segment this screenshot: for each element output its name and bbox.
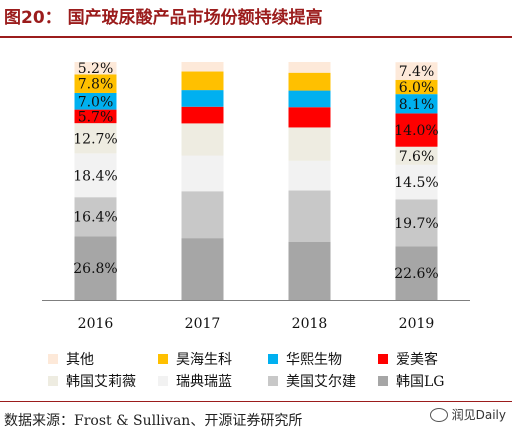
legend-swatch <box>378 376 388 386</box>
bar-segment <box>395 146 438 165</box>
legend-swatch <box>268 354 278 364</box>
bar-segment <box>395 199 438 247</box>
legend-label: 韩国艾莉薇 <box>66 374 136 390</box>
bar-segment <box>181 90 224 107</box>
bar-segment <box>181 155 224 192</box>
data-source-note: 数据来源：Frost & Sullivan、开源证券研究所 <box>4 413 303 429</box>
bar-segment <box>288 107 331 128</box>
legend-swatch <box>158 376 168 386</box>
bar-segment <box>181 71 224 91</box>
bar-segment <box>395 79 438 95</box>
legend-swatch <box>158 354 168 364</box>
data-label: 5.7% <box>78 109 114 125</box>
bar-segment <box>288 90 331 108</box>
bar-segment <box>74 153 117 198</box>
legend-label: 爱美客 <box>396 352 438 368</box>
data-label: 14.0% <box>394 123 438 139</box>
bar-segment <box>181 238 224 300</box>
data-label: 16.4% <box>73 210 117 226</box>
bar-segment <box>74 62 117 75</box>
title-divider <box>0 36 512 38</box>
legend-label: 昊海生科 <box>176 352 232 368</box>
bar-segment <box>74 123 117 154</box>
data-label: 6.0% <box>399 80 435 96</box>
data-label: 7.6% <box>399 149 435 165</box>
data-label: 12.7% <box>73 131 117 147</box>
data-label: 26.8% <box>73 261 117 277</box>
bar-segment <box>395 113 438 147</box>
stacked-bar-chart: 26.8% 16.4% 18.4% 12.7% 5.7%7.0%7.8%5.2% 2016… <box>42 61 470 332</box>
data-label: 19.7% <box>394 216 438 232</box>
data-label: 14.5% <box>394 175 438 191</box>
bar-segment <box>74 236 117 300</box>
bar-segment <box>181 106 224 124</box>
legend-item: 昊海生科 <box>158 349 232 369</box>
x-tick-label: 2019 <box>399 316 435 332</box>
legend-swatch <box>378 354 388 364</box>
x-tick-label: 2017 <box>185 316 221 332</box>
legend-item: 韩国艾莉薇 <box>48 371 136 391</box>
footer-divider <box>0 401 512 402</box>
bar-segment <box>181 191 224 239</box>
legend-label: 韩国LG <box>396 374 445 390</box>
legend-item: 华熙生物 <box>268 349 342 369</box>
data-label: 8.1% <box>399 97 435 113</box>
bar-segment <box>181 123 224 156</box>
x-tick-label: 2016 <box>78 316 114 332</box>
watermark: 润见Daily <box>429 406 506 423</box>
bar-segment <box>181 62 224 72</box>
legend-item: 瑞典瑞蓝 <box>158 371 232 391</box>
bar-segment <box>288 62 331 73</box>
legend-swatch <box>48 376 58 386</box>
bar-segment <box>288 72 331 91</box>
bar-segment <box>288 127 331 161</box>
bar-segment <box>395 94 438 114</box>
data-label: 22.6% <box>394 266 438 282</box>
bar-segment <box>395 62 438 80</box>
data-label: 7.8% <box>78 77 114 93</box>
legend-swatch <box>48 354 58 364</box>
bar-segment <box>74 197 117 237</box>
wechat-icon <box>429 407 448 422</box>
bar-segment <box>74 74 117 93</box>
legend-item: 其他 <box>48 349 94 369</box>
legend-swatch <box>268 376 278 386</box>
x-tick-label: 2018 <box>292 316 328 332</box>
watermark-label: 润见Daily <box>451 408 506 422</box>
bar-segment <box>288 241 331 300</box>
figure-title: 图20： 国产玻尿酸产品市场份额持续提高 <box>4 8 323 28</box>
bar-segment <box>288 160 331 191</box>
bar-segment <box>74 92 117 110</box>
bar-segment <box>288 190 331 242</box>
legend-item: 韩国LG <box>378 371 444 391</box>
data-label: 5.2% <box>78 61 114 77</box>
bar-segment <box>395 164 438 200</box>
data-label: 7.0% <box>78 94 114 110</box>
bar-segment <box>74 109 117 124</box>
legend-label: 美国艾尔建 <box>286 374 356 390</box>
legend-label: 其他 <box>66 352 94 368</box>
legend-label: 瑞典瑞蓝 <box>176 374 232 390</box>
data-label: 7.4% <box>399 64 435 80</box>
bar-segment <box>395 246 438 300</box>
legend-label: 华熙生物 <box>286 352 342 368</box>
legend-item: 爱美客 <box>378 349 438 369</box>
data-label: 18.4% <box>73 168 117 184</box>
legend-item: 美国艾尔建 <box>268 371 356 391</box>
